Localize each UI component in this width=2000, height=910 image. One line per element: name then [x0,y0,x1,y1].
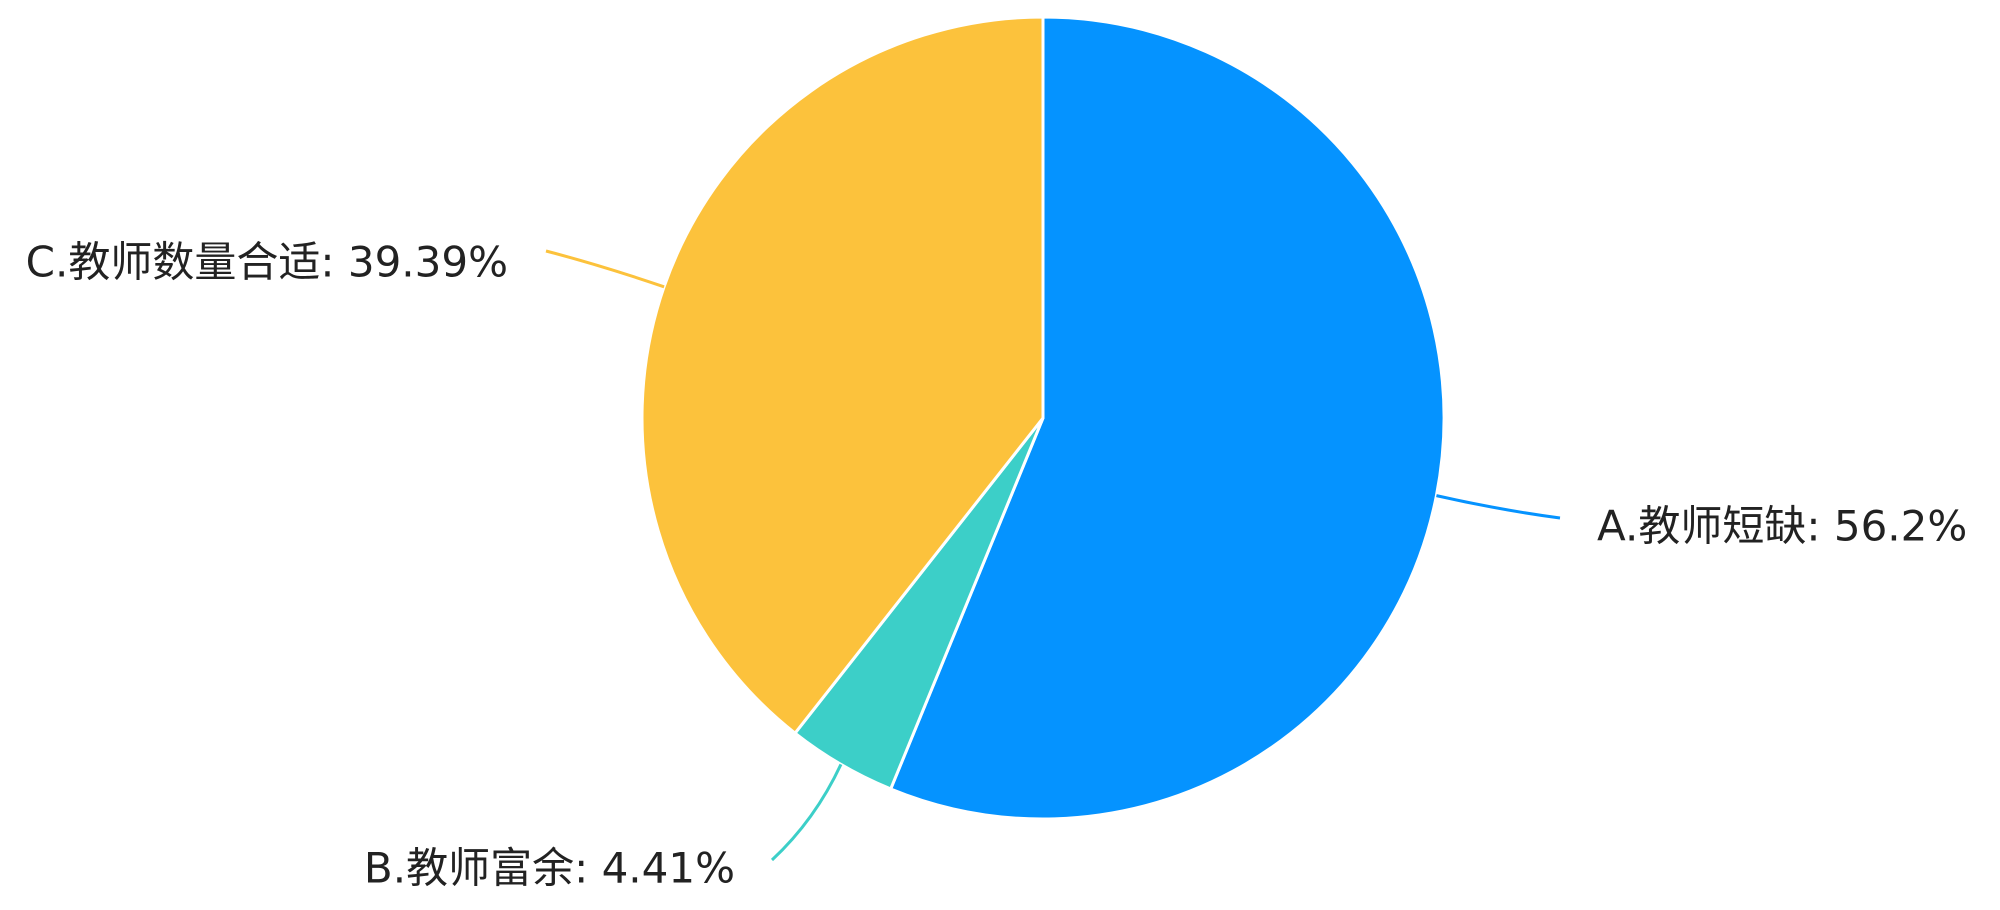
leader-line [1436,494,1561,520]
slice-label: A.教师短缺: 56.2% [1597,502,1967,551]
slice-label: B.教师富余: 4.41% [364,844,735,893]
leader-line [545,249,665,289]
slice-label: C.教师数量合适: 39.39% [26,238,508,287]
leader-line [770,763,843,862]
pie-slice [888,15,1446,821]
